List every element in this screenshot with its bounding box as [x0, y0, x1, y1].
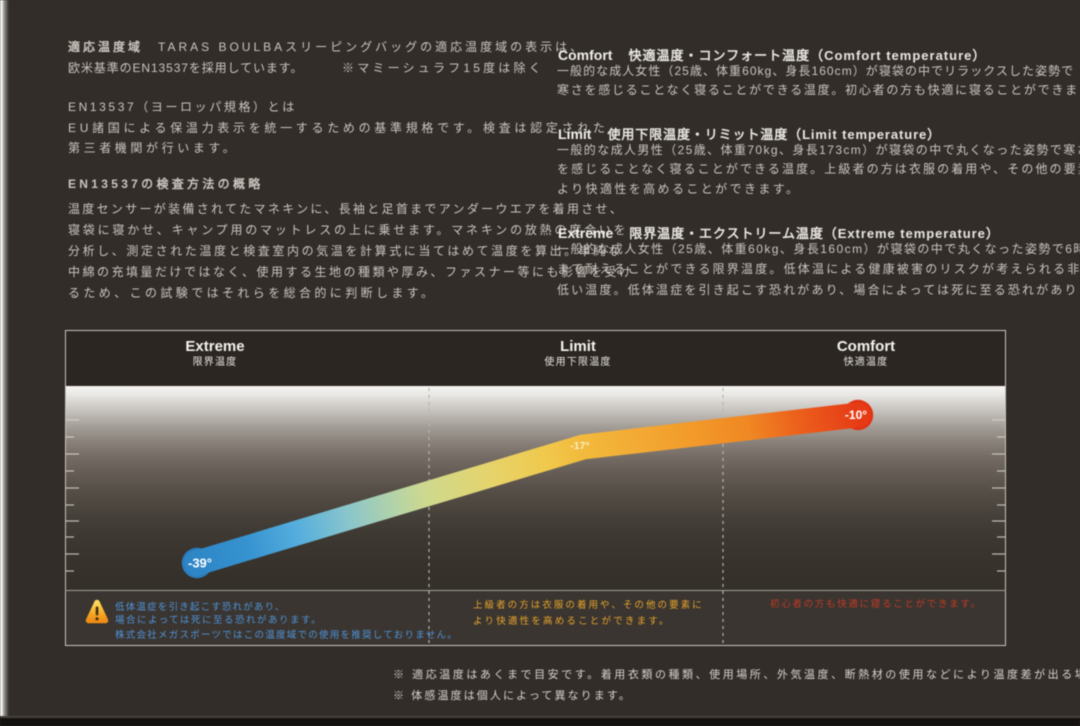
svg-text:-17°: -17° [570, 440, 589, 452]
svg-text:-39°: -39° [188, 556, 212, 571]
svg-text:-10°: -10° [845, 408, 867, 422]
